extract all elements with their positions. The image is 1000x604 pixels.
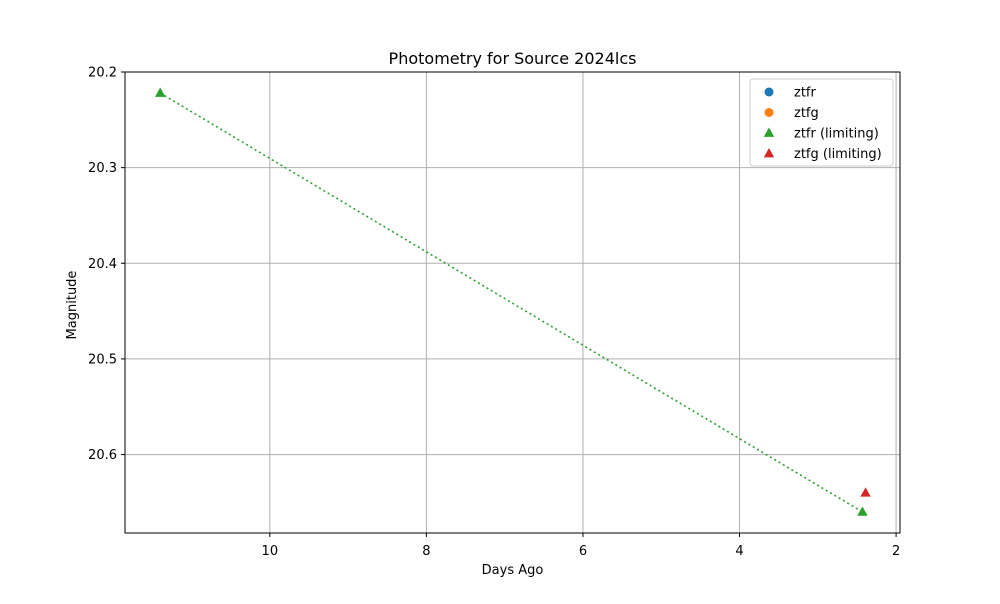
legend-label: ztfr — [794, 86, 816, 101]
y-axis-label: Magnitude — [65, 271, 80, 340]
legend-items: ztfr ztfg ztfr (limiting) ztfg (limiting) — [763, 86, 882, 162]
x-tick-label: 6 — [579, 544, 587, 559]
legend: ztfr ztfg ztfr (limiting) ztfg (limiting) — [749, 78, 894, 167]
chart-title: Photometry for Source 2024lcs — [389, 49, 637, 68]
legend-label: ztfr (limiting) — [794, 127, 879, 142]
x-tick-label: 8 — [422, 544, 430, 559]
x-tick-label: 10 — [262, 544, 279, 559]
data-point-triangle — [860, 487, 871, 497]
x-tick-label: 4 — [735, 544, 743, 559]
legend-label: ztfg (limiting) — [794, 147, 882, 162]
x-tick-label: 2 — [892, 544, 900, 559]
y-tick-label: 20.2 — [88, 66, 117, 81]
series-line-2 — [159, 92, 863, 513]
x-axis-label: Days Ago — [482, 563, 544, 578]
plot-frame — [124, 71, 901, 534]
legend-marker-circle — [764, 108, 774, 117]
y-tick-label: 20.3 — [88, 161, 117, 176]
series-layer — [155, 87, 871, 516]
legend-marker-circle — [764, 87, 774, 97]
legend-label: ztfg — [794, 106, 819, 121]
legend-marker-triangle — [763, 127, 775, 137]
axis-layer: 10 8 6 4 2 20.2 20.3 20.4 20.5 20.6 — [88, 66, 900, 560]
legend-box — [749, 78, 894, 167]
data-point-triangle — [857, 506, 868, 516]
legend-marker-triangle — [763, 148, 775, 158]
data-point-triangle — [155, 87, 166, 97]
y-tick-label: 20.5 — [88, 352, 117, 367]
y-tick-label: 20.4 — [88, 257, 117, 272]
y-tick-label: 20.6 — [88, 448, 117, 463]
